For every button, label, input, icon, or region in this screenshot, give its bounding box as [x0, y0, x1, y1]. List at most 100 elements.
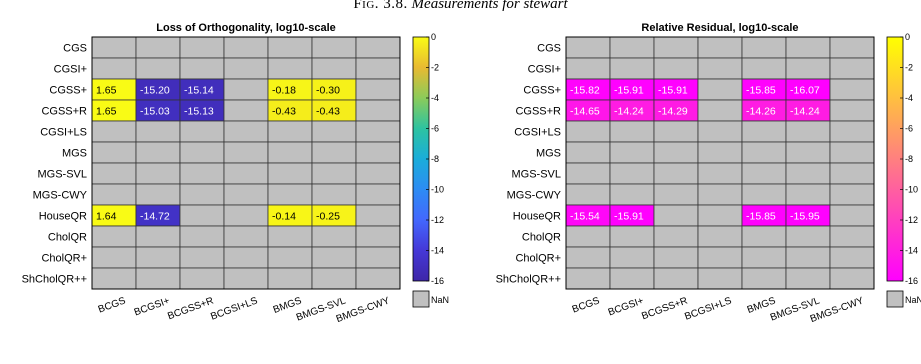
column-label: BCGSI+LS — [209, 295, 259, 322]
heatmap-cell — [829, 162, 875, 185]
cell-value-label: -14.29 — [658, 106, 688, 118]
heatmap-cell — [135, 120, 181, 143]
heatmap-cell — [267, 57, 313, 80]
row-label: MGS-SVL — [37, 169, 87, 181]
colorbar-tick-label: -16 — [431, 276, 444, 286]
heatmap-cell — [741, 246, 787, 269]
heatmap-cell — [741, 120, 787, 143]
cell-value-label: -0.43 — [272, 106, 296, 118]
cell-value-label: -15.95 — [790, 211, 820, 223]
colorbar-tick-label: -8 — [431, 154, 439, 164]
heatmap-cell — [741, 36, 787, 59]
row-label: MGS-CWY — [33, 190, 88, 202]
row-label: CholQR+ — [515, 253, 561, 265]
heatmap-cell — [267, 246, 313, 269]
heatmap-cell — [311, 162, 357, 185]
heatmap-cell — [829, 57, 875, 80]
cell-value-label: -0.30 — [316, 85, 340, 97]
heatmap-cell — [267, 183, 313, 206]
heatmap-cell — [179, 120, 225, 143]
heatmap-cell — [135, 183, 181, 206]
heatmap-cell — [697, 120, 743, 143]
heatmap-cell — [565, 141, 611, 164]
column-label: BCGSS+R — [640, 296, 689, 323]
figure-caption-text: Measurements for stewart — [411, 0, 568, 12]
heatmap-cell — [91, 162, 137, 185]
cell-value-label: -15.03 — [140, 106, 170, 118]
row-label: MGS-SVL — [511, 169, 561, 181]
heatmap-cell — [355, 183, 401, 206]
colorbar-tick-label: -4 — [905, 93, 913, 103]
heatmap-cell — [697, 246, 743, 269]
heatmap-frame — [91, 36, 401, 290]
row-label: CGSI+LS — [514, 127, 561, 139]
heatmap-cell — [91, 183, 137, 206]
heatmap-cell — [135, 36, 181, 59]
heatmap-cell — [697, 267, 743, 290]
heatmap-cell — [653, 141, 699, 164]
cell-value-label: -0.43 — [316, 106, 340, 118]
heatmap-cell — [91, 57, 137, 80]
heatmap-cell — [267, 162, 313, 185]
column-label: BCGS — [571, 295, 602, 315]
heatmap-cell — [355, 162, 401, 185]
heatmap-left: Loss of Orthogonality, log10-scale 1.65 -1… — [22, 22, 449, 325]
heatmap-cell — [697, 99, 743, 122]
colorbar-tick-label: -8 — [905, 154, 913, 164]
cell-value-label: 1.64 — [96, 211, 117, 223]
colorbar-tick-label: -6 — [431, 124, 439, 134]
heatmap-cell — [311, 183, 357, 206]
row-label: CGSS+R — [515, 106, 561, 118]
heatmap-cell — [829, 225, 875, 248]
heatmap-cell — [179, 267, 225, 290]
heatmap-cell — [565, 246, 611, 269]
colorbar-tick-label: -16 — [905, 276, 918, 286]
colorbar-tick-label: -10 — [905, 185, 918, 195]
heatmap-cell — [609, 246, 655, 269]
row-label: HouseQR — [39, 211, 87, 223]
heatmap-cell — [653, 36, 699, 59]
heatmap-cell — [609, 141, 655, 164]
figure-caption: Fig. 3.8. Measurements for stewart — [0, 0, 921, 13]
heatmap-cell — [135, 225, 181, 248]
heatmap-cell — [609, 36, 655, 59]
row-label: CGSS+ — [523, 85, 561, 97]
heatmap-cell — [223, 57, 269, 80]
heatmap-cell — [91, 246, 137, 269]
heatmap-cell — [741, 141, 787, 164]
heatmap-cell — [697, 225, 743, 248]
row-label: CGS — [537, 43, 561, 55]
heatmap-cell — [311, 246, 357, 269]
heatmap-cell — [697, 183, 743, 206]
row-label: MGS-CWY — [507, 190, 562, 202]
nan-label: NaN — [905, 295, 921, 305]
colorbar-tick-label: -2 — [431, 63, 439, 73]
cell-value-label: -15.85 — [746, 211, 776, 223]
heatmap-cell — [785, 246, 831, 269]
heatmap-cell — [653, 57, 699, 80]
cell-value-label: -14.24 — [614, 106, 644, 118]
heatmap-cell — [829, 204, 875, 227]
row-label: MGS — [536, 148, 561, 160]
heatmap-cell — [223, 78, 269, 101]
heatmap-cell — [267, 225, 313, 248]
heatmap-cell — [179, 36, 225, 59]
heatmap-cell — [355, 36, 401, 59]
heatmap-cell — [697, 162, 743, 185]
row-label: HouseQR — [513, 211, 561, 223]
heatmap-cell — [653, 267, 699, 290]
heatmap-cell — [311, 57, 357, 80]
figure-caption-label: Fig. 3.8. — [353, 0, 408, 12]
row-label: CholQR+ — [41, 253, 87, 265]
row-label: MGS — [62, 148, 87, 160]
cell-value-label: -14.26 — [746, 106, 776, 118]
nan-swatch — [886, 290, 904, 308]
heatmap-cell — [267, 267, 313, 290]
colorbar-tick-label: -12 — [905, 215, 918, 225]
heatmap-cell — [179, 162, 225, 185]
heatmap-cell — [609, 120, 655, 143]
heatmap-cell — [355, 204, 401, 227]
colorbar-tick-label: 0 — [905, 32, 910, 42]
heatmap-cell — [223, 141, 269, 164]
cell-value-label: -0.18 — [272, 85, 296, 97]
